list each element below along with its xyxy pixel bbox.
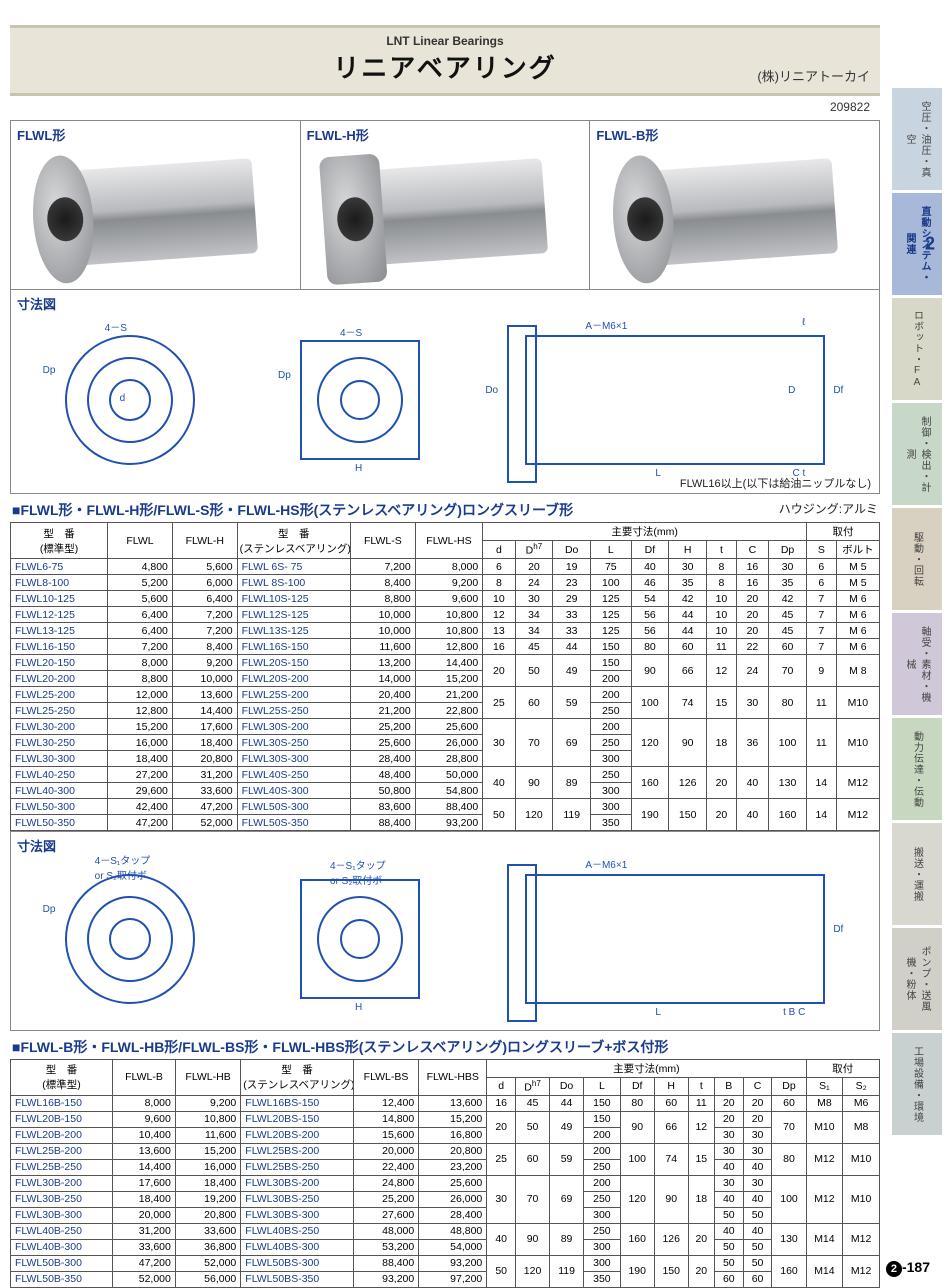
bearing-illustration	[342, 158, 548, 267]
side-tab[interactable]: 直動システム・関連2	[892, 193, 942, 295]
diagram-anno: t B C	[783, 1007, 805, 1018]
diagram-anno: A－M6×1	[585, 856, 627, 871]
diagram-anno: ℓ	[802, 317, 805, 328]
header-company: (株)リニアトーカイ	[757, 66, 870, 85]
housing-note: ハウジング:アルミ	[779, 500, 878, 517]
diagram-circle-flange	[65, 874, 195, 1004]
side-tab[interactable]: 搬送・運搬	[892, 823, 942, 925]
side-tabs: 空圧・油圧・真空直動システム・関連2ロボット・FA制御・検出・計測駆動・回転軸受…	[892, 88, 942, 1135]
diagram-note: FLWL16以上(以下は給油ニップルなし)	[680, 475, 871, 491]
page-num-text: -187	[902, 1259, 930, 1275]
side-tab[interactable]: 軸受・素材・機械	[892, 613, 942, 715]
bearing-illustration	[52, 158, 258, 267]
product-label: FLWL形	[17, 125, 294, 144]
dimension-diagram-2: 寸法図 4－S₁タップ or S₂取付ボ Dp 4－S₁タップ or S₂取付ボ…	[10, 831, 880, 1031]
diagram-anno: D	[788, 385, 795, 396]
diagram-circle-flange	[65, 335, 195, 465]
bearing-illustration	[632, 158, 838, 267]
dimension-diagram-1: 寸法図 4－S Dp d 4－S Dp H A－M6×1 ℓ Df Do D	[10, 289, 880, 494]
product-flwl-h: FLWL-H形	[300, 120, 590, 290]
header-title: リニアベアリング	[20, 48, 870, 85]
diagram-anno: Dp	[43, 365, 56, 376]
diagram-anno: d	[120, 393, 126, 404]
diagram-anno: Dp	[278, 370, 291, 381]
product-flwl-b: FLWL-B形	[589, 120, 880, 290]
diagram-square-flange	[300, 879, 420, 999]
spec-table-2: 型 番 (標準型)FLWL-BFLWL-HB型 番 (ステンレスベアリング)FL…	[10, 1059, 880, 1288]
side-tab[interactable]: 制御・検出・計測	[892, 403, 942, 505]
diagram-square-flange	[300, 340, 420, 460]
section2-title: ■FLWL-B形・FLWL-HB形/FLWL-BS形・FLWL-HBS形(ステン…	[10, 1031, 880, 1059]
spec-table-1: 型 番 (標準型)FLWLFLWL-H型 番 (ステンレスベアリング)FLWL-…	[10, 522, 880, 831]
page-section-circle: 2	[886, 1261, 902, 1277]
header-code: 209822	[10, 96, 880, 120]
side-tab[interactable]: 工場設備・環境	[892, 1033, 942, 1135]
product-label: FLWL-H形	[307, 125, 584, 144]
diagram-anno: L	[655, 1007, 661, 1018]
product-flwl: FLWL形	[10, 120, 300, 290]
side-tab[interactable]: ポンプ・送風機・粉体	[892, 928, 942, 1030]
product-label: FLWL-B形	[596, 125, 873, 144]
diagram-anno: Dp	[43, 904, 56, 915]
side-tab[interactable]: 駆動・回転	[892, 508, 942, 610]
side-tab[interactable]: ロボット・FA	[892, 298, 942, 400]
diagram-side-view	[525, 874, 825, 1004]
page-number: 2-187	[886, 1259, 930, 1277]
section1-title: ■FLWL形・FLWL-H形/FLWL-S形・FLWL-HS形(ステンレスベアリ…	[10, 494, 880, 522]
diagram-anno: 4－S	[340, 324, 362, 339]
diagram-anno: Df	[833, 385, 843, 396]
diagram-anno: Do	[485, 385, 498, 396]
product-row: FLWL形 FLWL-H形 FLWL-B形	[10, 120, 880, 290]
header-subtitle: LNT Linear Bearings	[20, 34, 870, 48]
tab-number: 2	[925, 234, 936, 255]
page-header: LNT Linear Bearings リニアベアリング (株)リニアトーカイ	[10, 25, 880, 96]
diagram-anno: H	[355, 463, 362, 474]
diagram-anno: H	[355, 1002, 362, 1013]
diagram-anno: Df	[833, 924, 843, 935]
diagram-side-view	[525, 335, 825, 465]
diagram-anno: A－M6×1	[585, 317, 627, 332]
side-tab[interactable]: 空圧・油圧・真空	[892, 88, 942, 190]
side-tab[interactable]: 動力伝達・伝動	[892, 718, 942, 820]
diagram-anno: 4－S	[105, 319, 127, 334]
diagram-anno: L	[655, 468, 661, 479]
